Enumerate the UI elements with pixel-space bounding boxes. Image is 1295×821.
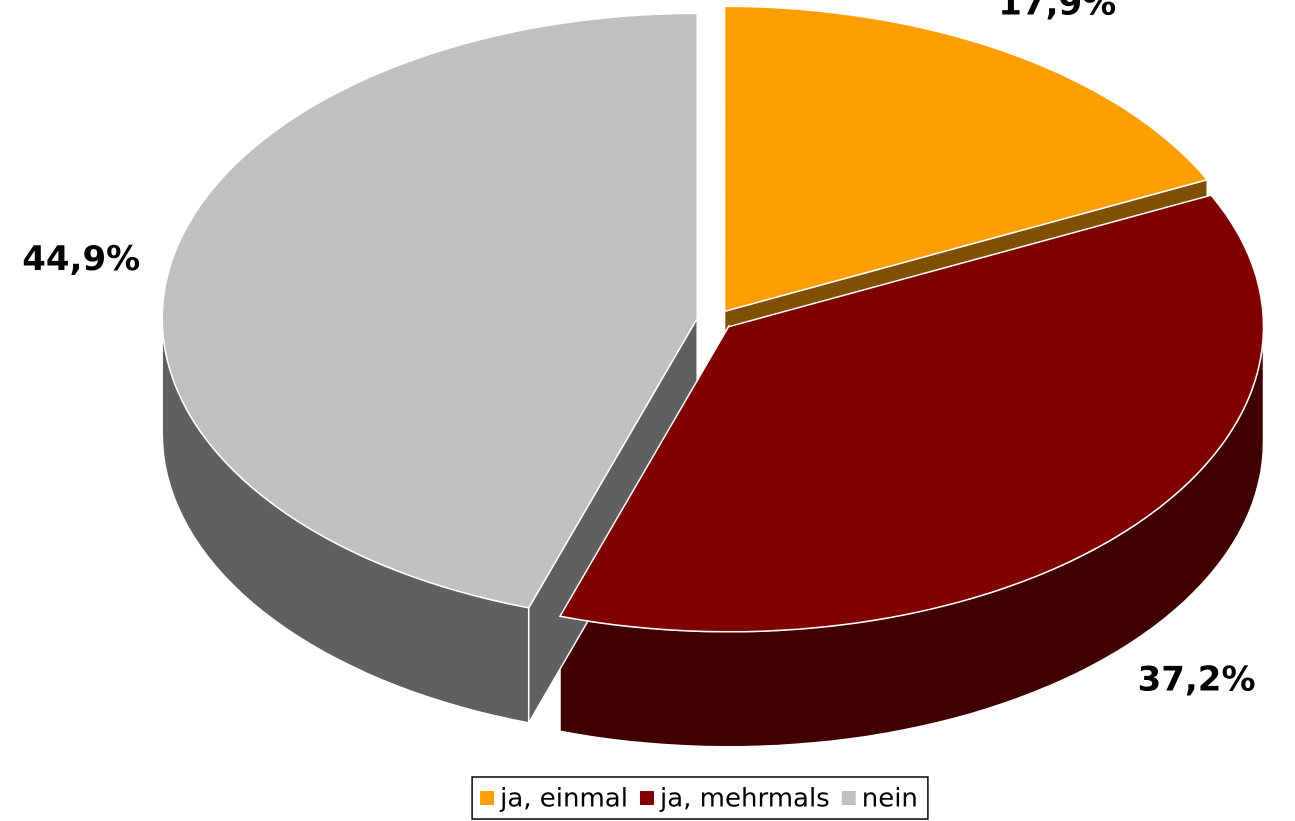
- legend-label: ja, mehrmals: [659, 784, 830, 814]
- data-label: 37,2%: [1138, 660, 1256, 700]
- legend-label: nein: [862, 784, 918, 814]
- legend-marker: [841, 791, 856, 805]
- slice: [161, 12, 698, 609]
- legend-marker: [480, 791, 495, 805]
- legend-marker: [639, 791, 654, 805]
- data-label: 17,9%: [998, 0, 1116, 24]
- legend: ja, einmal ja, mehrmals nein: [471, 776, 929, 820]
- data-label: 44,9%: [22, 239, 140, 279]
- slice: [723, 5, 1209, 313]
- legend-label: ja, einmal: [499, 784, 628, 814]
- slice: [558, 194, 1265, 633]
